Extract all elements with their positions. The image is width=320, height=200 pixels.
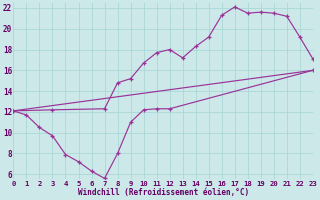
X-axis label: Windchill (Refroidissement éolien,°C): Windchill (Refroidissement éolien,°C) [77,188,249,197]
